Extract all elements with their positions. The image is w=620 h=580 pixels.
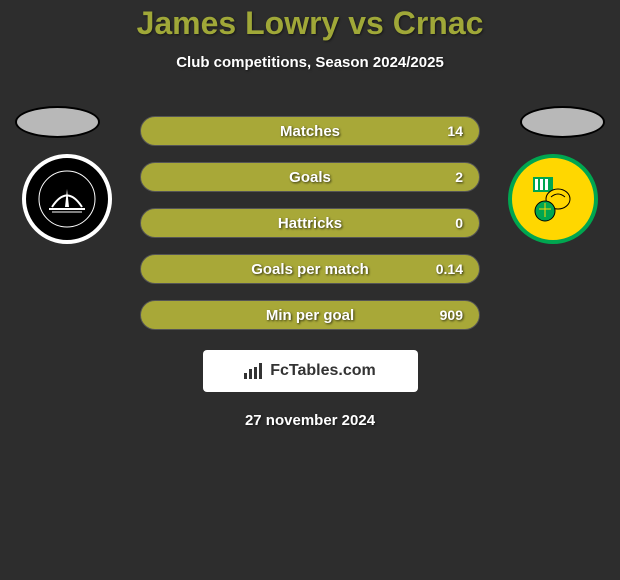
stat-bar-min-per-goal: Min per goal 909 [140, 300, 480, 330]
player-avatar-left [15, 106, 100, 138]
stat-bar-goals-per-match: Goals per match 0.14 [140, 254, 480, 284]
stat-label: Hattricks [278, 215, 342, 232]
stat-bar-matches: Matches 14 [140, 116, 480, 146]
plymouth-icon [37, 169, 97, 229]
stats-list: Matches 14 Goals 2 Hattricks 0 Goals per… [140, 116, 480, 330]
player-avatar-right [520, 106, 605, 138]
stat-value: 14 [447, 123, 463, 139]
comparison-title: James Lowry vs Crnac [0, 5, 620, 42]
comparison-date: 27 november 2024 [0, 412, 620, 429]
stat-value: 0.14 [436, 261, 463, 277]
stat-value: 909 [440, 307, 463, 323]
fctables-logo[interactable]: FcTables.com [203, 350, 418, 392]
content-area: Matches 14 Goals 2 Hattricks 0 Goals per… [0, 116, 620, 429]
comparison-subtitle: Club competitions, Season 2024/2025 [0, 54, 620, 71]
stat-bar-hattricks: Hattricks 0 [140, 208, 480, 238]
stat-bar-goals: Goals 2 [140, 162, 480, 192]
stat-label: Min per goal [266, 307, 354, 324]
logo-text: FcTables.com [270, 362, 376, 380]
chart-icon [244, 363, 264, 379]
stat-label: Goals per match [251, 261, 369, 278]
club-badge-plymouth [22, 154, 112, 244]
club-badge-norwich [508, 154, 598, 244]
stat-label: Goals [289, 169, 331, 186]
comparison-container: James Lowry vs Crnac Club competitions, … [0, 0, 620, 429]
norwich-icon [523, 169, 583, 229]
stat-value: 2 [455, 169, 463, 185]
stat-label: Matches [280, 123, 340, 140]
stat-value: 0 [455, 215, 463, 231]
